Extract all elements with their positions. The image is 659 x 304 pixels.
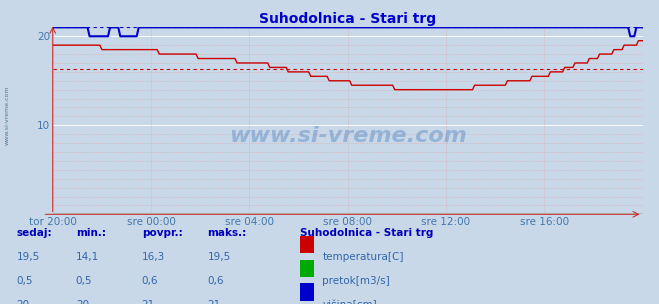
Text: 16,3: 16,3 [142,252,165,262]
Text: 21: 21 [208,300,221,304]
Bar [300,283,314,301]
Text: 19,5: 19,5 [208,252,231,262]
Text: min.:: min.: [76,228,106,238]
Text: pretok[m3/s]: pretok[m3/s] [322,276,390,286]
Text: 0,6: 0,6 [208,276,224,286]
Text: sedaj:: sedaj: [16,228,52,238]
Text: 21: 21 [142,300,155,304]
Text: temperatura[C]: temperatura[C] [322,252,404,262]
Bar [300,260,314,277]
Text: maks.:: maks.: [208,228,247,238]
Text: www.si-vreme.com: www.si-vreme.com [5,86,10,145]
Text: 20: 20 [76,300,89,304]
Text: višina[cm]: višina[cm] [322,300,377,304]
Text: povpr.:: povpr.: [142,228,183,238]
Bar [300,236,314,253]
Text: 0,5: 0,5 [16,276,33,286]
Text: 0,5: 0,5 [76,276,92,286]
Text: Suhodolnica - Stari trg: Suhodolnica - Stari trg [300,228,433,238]
Text: 0,6: 0,6 [142,276,158,286]
Text: www.si-vreme.com: www.si-vreme.com [229,126,467,146]
Text: 19,5: 19,5 [16,252,40,262]
Text: 14,1: 14,1 [76,252,99,262]
Title: Suhodolnica - Stari trg: Suhodolnica - Stari trg [259,12,436,26]
Text: 20: 20 [16,300,30,304]
